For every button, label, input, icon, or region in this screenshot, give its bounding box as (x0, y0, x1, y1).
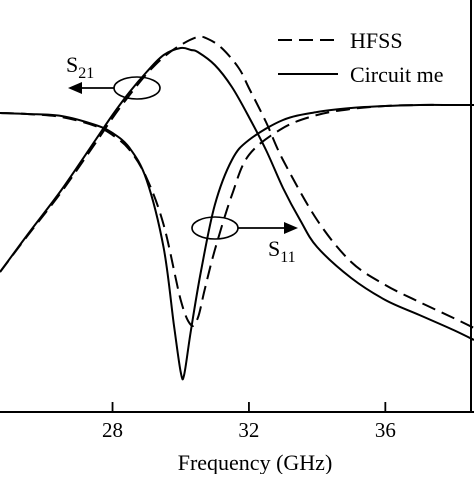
legend-label-hfss: HFSS (350, 28, 403, 53)
series-line-2-dashed (0, 103, 474, 327)
legend: HFSS Circuit me (278, 28, 443, 87)
s11-label: S11 (268, 236, 296, 266)
x-tick-label-32: 32 (238, 418, 259, 442)
x-tick-label-36: 36 (375, 418, 396, 442)
s21-arrow-head (68, 82, 82, 94)
legend-label-circuit: Circuit me (350, 62, 443, 87)
annotation-s11: S11 (191, 216, 298, 266)
s21-ellipse-marker (113, 76, 161, 100)
s11-ellipse-marker (191, 216, 239, 240)
s21-label: S21 (66, 52, 94, 82)
ticks-layer: 28 32 36 (102, 402, 396, 442)
annotation-s21: S21 (66, 52, 161, 100)
series-line-4-dashed (0, 35, 474, 329)
x-axis-label: Frequency (GHz) (178, 450, 333, 474)
series-line-1-solid (0, 103, 474, 381)
s11-arrow-head (284, 222, 298, 234)
x-tick-label-28: 28 (102, 418, 123, 442)
series-line-3-solid (0, 46, 474, 341)
axes-layer (0, 0, 474, 413)
series-layer (0, 35, 474, 381)
